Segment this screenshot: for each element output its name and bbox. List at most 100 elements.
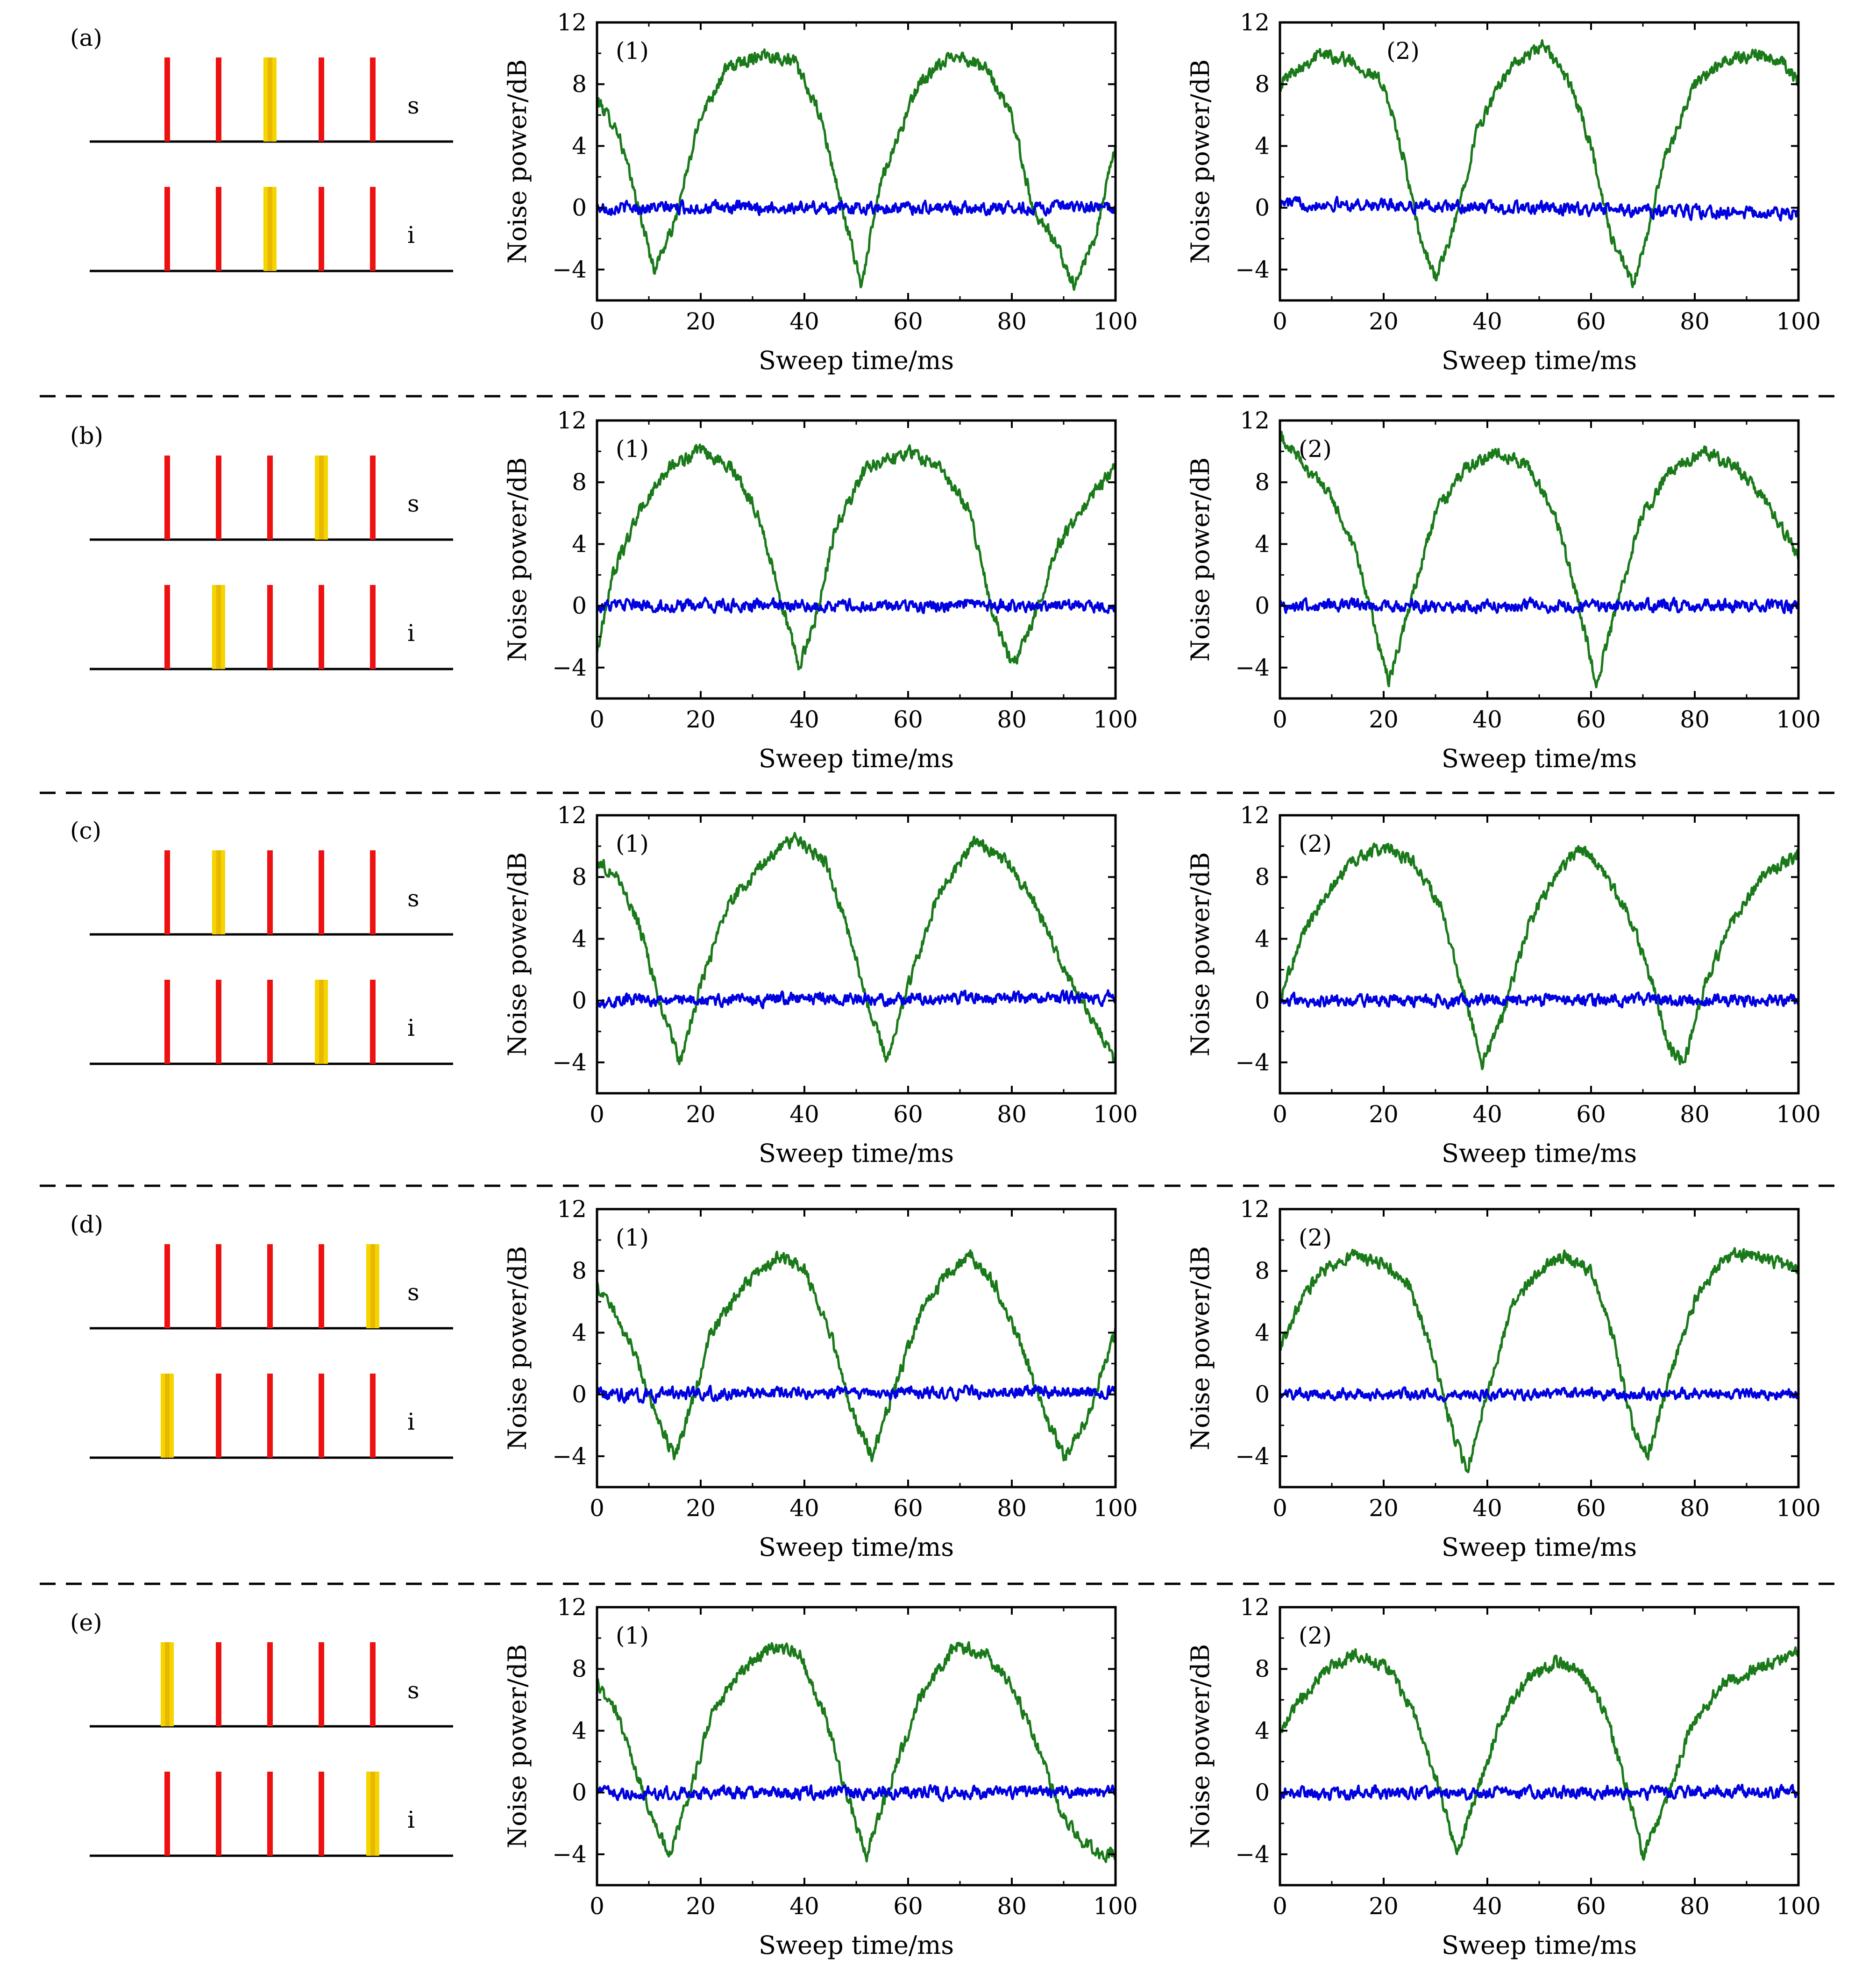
y-tick-label: −4 [552, 1049, 587, 1076]
comb-label: s [407, 92, 419, 119]
x-tick-label: 100 [1776, 1495, 1820, 1522]
shot-noise-trace [1280, 596, 1798, 614]
x-tick-label: 40 [789, 706, 819, 733]
x-tick-label: 100 [1776, 706, 1820, 733]
plot-frame [596, 814, 1117, 1095]
x-axis-title: Sweep time/ms [759, 744, 954, 773]
x-tick-label: 0 [1272, 308, 1287, 335]
x-tick-label: 80 [1680, 706, 1710, 733]
highlighted-comb-line-core [216, 850, 221, 934]
highlighted-comb-line-core [216, 585, 221, 669]
y-axis-title: Noise power/dB [503, 457, 532, 662]
comb-line [164, 585, 170, 669]
comb-line [267, 1244, 273, 1328]
plot-frame [596, 419, 1117, 700]
x-tick-label: 0 [590, 706, 604, 733]
y-tick-label: −4 [1235, 256, 1270, 283]
signal-comb: s [90, 456, 453, 541]
x-tick-label: 0 [1272, 1101, 1287, 1128]
shot-noise-trace [1280, 991, 1798, 1010]
x-tick-label: 60 [1576, 1101, 1606, 1128]
panel-tag: (1) [616, 1622, 649, 1649]
y-tick-label: −4 [1235, 654, 1270, 681]
comb-line [267, 850, 273, 934]
comb-label: i [407, 1806, 415, 1833]
shot-noise-trace [597, 597, 1116, 614]
comb-line [164, 57, 170, 142]
idler-comb: i [90, 187, 453, 272]
x-tick-label: 0 [1272, 1495, 1287, 1522]
y-axis-title: Noise power/dB [1186, 1644, 1215, 1848]
x-tick-label: 60 [893, 1893, 923, 1920]
comb-diagram-a: (a) s i [70, 24, 453, 272]
comb-line [164, 850, 170, 934]
comb-diagram-d: (d) s i [70, 1211, 453, 1459]
idler-comb: i [90, 585, 453, 670]
squeezing-noise-trace [597, 443, 1116, 671]
comb-label: i [407, 1408, 415, 1435]
comb-line [319, 187, 324, 271]
squeezing-noise-trace [1280, 39, 1798, 288]
highlighted-comb-line-core [268, 187, 272, 271]
x-tick-label: 20 [686, 1101, 716, 1128]
y-tick-label: 8 [1255, 863, 1270, 890]
y-tick-label: 0 [1255, 987, 1270, 1014]
x-tick-label: 60 [1576, 1495, 1606, 1522]
x-tick-label: 100 [1776, 1101, 1820, 1128]
y-tick-label: 12 [557, 802, 587, 829]
y-tick-label: 12 [557, 9, 587, 36]
shot-noise-trace [1280, 1783, 1798, 1801]
y-tick-label: 0 [1255, 194, 1270, 221]
y-tick-label: 0 [572, 194, 587, 221]
x-tick-label: 40 [789, 1495, 819, 1522]
shot-noise-trace [597, 989, 1116, 1010]
comb-line [164, 980, 170, 1064]
x-tick-label: 0 [1272, 706, 1287, 733]
highlighted-comb-line-core [370, 1772, 375, 1856]
y-tick-label: −4 [552, 1841, 587, 1868]
x-tick-label: 60 [1576, 706, 1606, 733]
panel-tag: (2) [1386, 37, 1420, 64]
panel-tag: (1) [616, 830, 649, 857]
x-tick-label: 60 [1576, 308, 1606, 335]
x-tick-label: 20 [686, 1893, 716, 1920]
shot-noise-trace [1280, 1386, 1798, 1403]
y-tick-label: 0 [572, 1381, 587, 1408]
comb-label: s [407, 1677, 419, 1704]
y-tick-label: 4 [572, 132, 587, 159]
y-axis-title: Noise power/dB [1186, 457, 1215, 662]
x-tick-label: 20 [1369, 706, 1399, 733]
comb-line [370, 1374, 376, 1458]
y-tick-label: 8 [572, 1655, 587, 1682]
x-tick-label: 80 [997, 308, 1027, 335]
y-tick-label: 4 [1255, 1717, 1270, 1744]
comb-line [319, 850, 324, 934]
comb-line [216, 1374, 221, 1458]
comb-line [319, 1244, 324, 1328]
comb-line [267, 1374, 273, 1458]
y-axis-title: Noise power/dB [503, 1246, 532, 1450]
plot-frame [596, 21, 1117, 302]
y-tick-label: 12 [557, 1594, 587, 1621]
x-tick-label: 20 [686, 1495, 716, 1522]
comb-line [319, 57, 324, 142]
plot-frame [1279, 1208, 1800, 1489]
y-axis-title: Noise power/dB [503, 852, 532, 1056]
x-tick-label: 20 [1369, 1101, 1399, 1128]
comb-line [370, 1642, 376, 1726]
y-tick-label: −4 [552, 1443, 587, 1470]
y-tick-label: 12 [1240, 802, 1270, 829]
shot-noise-trace [1280, 196, 1798, 222]
y-tick-label: 4 [1255, 530, 1270, 557]
y-tick-label: 12 [1240, 1594, 1270, 1621]
x-axis-title: Sweep time/ms [759, 1139, 954, 1168]
comb-line [267, 980, 273, 1064]
x-tick-label: 80 [1680, 1101, 1710, 1128]
plot-frame [1279, 1606, 1800, 1887]
y-tick-label: −4 [552, 256, 587, 283]
squeezing-noise-trace [1280, 1247, 1798, 1474]
comb-label: s [407, 1279, 419, 1306]
